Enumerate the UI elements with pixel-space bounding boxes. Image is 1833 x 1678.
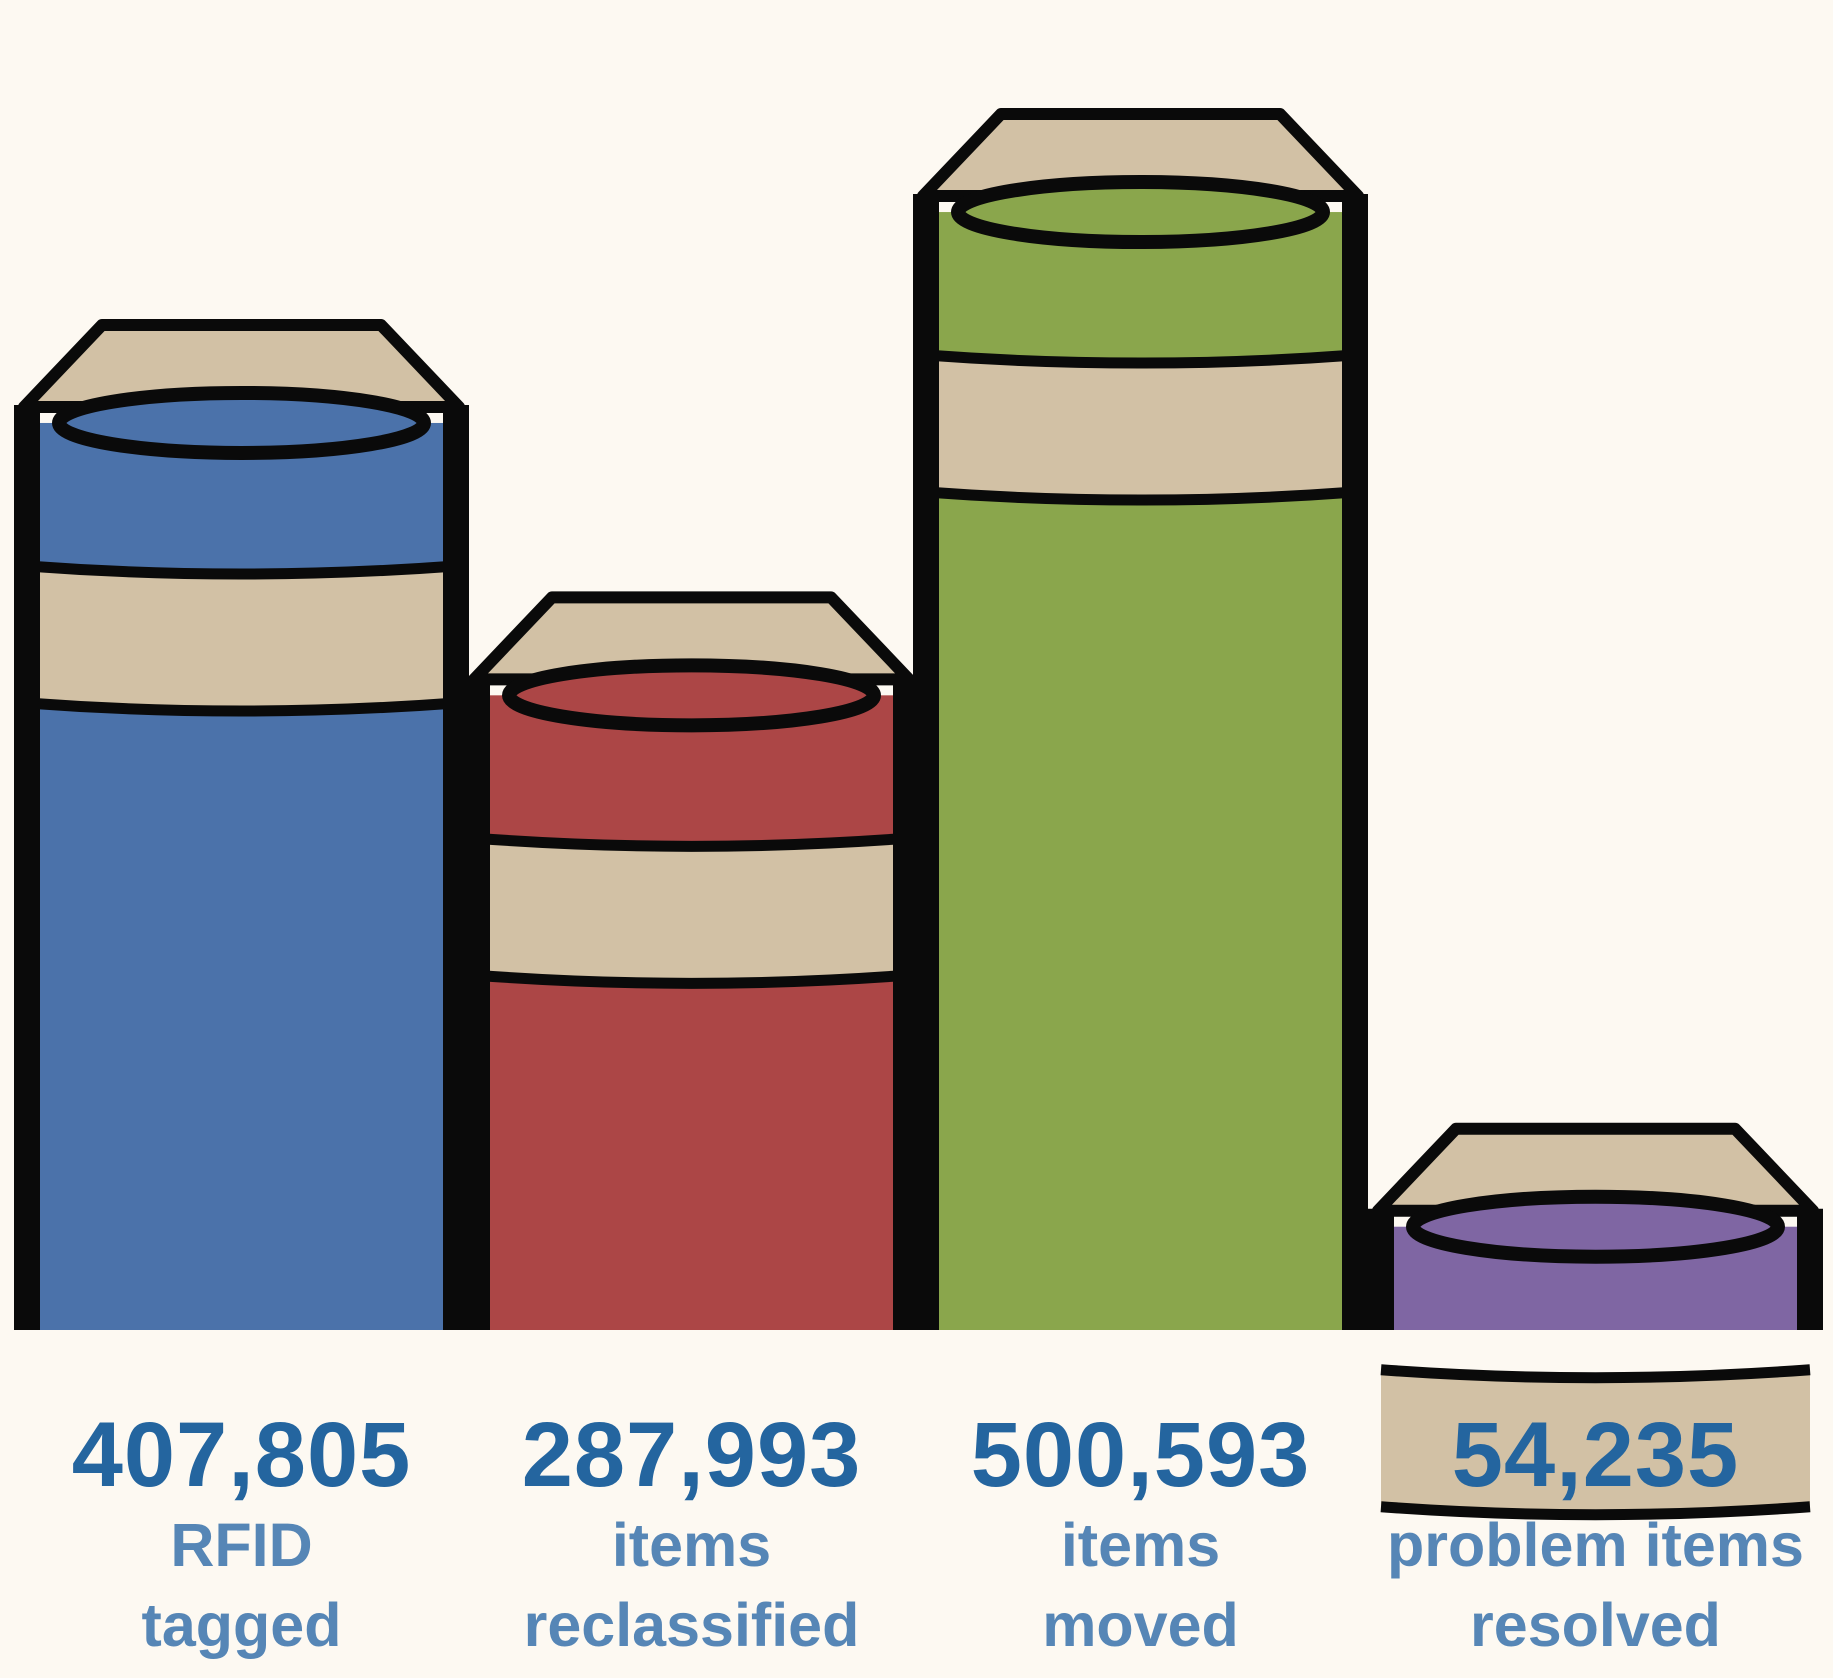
stat-items-moved: 500,593 items moved [916,1405,1366,1665]
bar-band-2 [926,355,1355,500]
stat-problem-items-resolved: 54,235 problem items resolved [1371,1405,1821,1665]
bar-0 [27,423,456,1330]
value-label: 287,993 [467,1405,917,1505]
category-label-line: reclassified [467,1585,917,1665]
value-label: 407,805 [17,1405,467,1505]
category-label-line: resolved [1371,1585,1821,1665]
category-label-line: items [916,1505,1366,1585]
stat-items-reclassified: 287,993 items reclassified [467,1405,917,1665]
value-label: 54,235 [1371,1405,1821,1505]
bar-top-opening-0 [59,393,424,453]
category-label-line: tagged [17,1585,467,1665]
value-label: 500,593 [916,1405,1366,1505]
category-label-line: moved [916,1585,1366,1665]
bar-band-0 [27,566,456,711]
category-label-line: items [467,1505,917,1585]
bar-top-opening-1 [509,665,874,725]
bar-band-1 [477,838,906,983]
category-label-line: problem items [1371,1505,1821,1585]
bar-band-line-top-3 [1381,1370,1810,1378]
category-label-line: RFID [17,1505,467,1585]
bar-top-opening-3 [1413,1197,1778,1257]
bar-top-opening-2 [958,182,1323,242]
bar-1 [477,695,906,1330]
stat-rfid-tagged: 407,805 RFID tagged [17,1405,467,1665]
